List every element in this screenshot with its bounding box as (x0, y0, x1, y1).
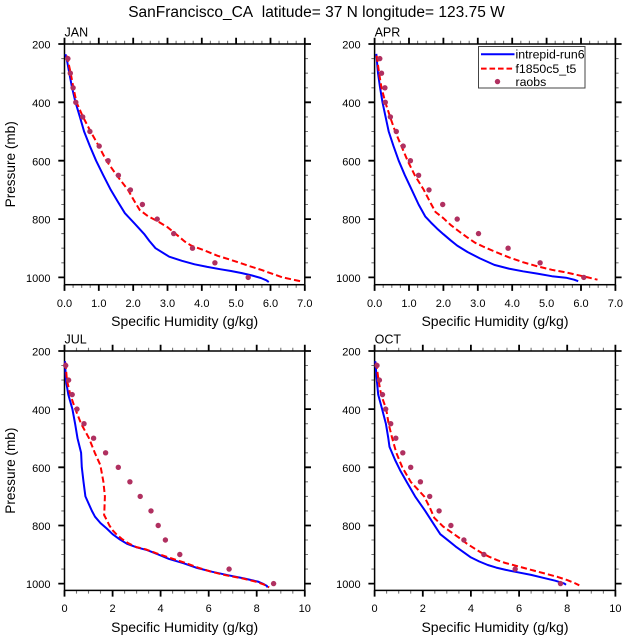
svg-text:SanFrancisco_CA latitude= 37: SanFrancisco_CA latitude= 37 N longitude… (128, 4, 505, 21)
svg-text:3.0: 3.0 (160, 298, 175, 310)
svg-text:200: 200 (32, 40, 50, 52)
svg-text:0.0: 0.0 (57, 298, 72, 310)
svg-text:Specific Humidity (g/kg): Specific Humidity (g/kg) (421, 313, 568, 329)
svg-text:JAN: JAN (65, 26, 89, 40)
svg-text:200: 200 (32, 347, 50, 359)
svg-text:10: 10 (609, 603, 621, 615)
svg-text:Specific Humidity (g/kg): Specific Humidity (g/kg) (421, 619, 568, 635)
svg-text:200: 200 (342, 347, 360, 359)
svg-text:4.0: 4.0 (194, 298, 209, 310)
svg-text:1000: 1000 (336, 579, 360, 591)
svg-text:0: 0 (372, 603, 378, 615)
svg-text:0.0: 0.0 (367, 298, 382, 310)
svg-text:6: 6 (516, 603, 522, 615)
svg-text:1000: 1000 (26, 273, 50, 285)
svg-text:8: 8 (564, 603, 570, 615)
svg-text:600: 600 (32, 156, 50, 168)
svg-text:4: 4 (468, 603, 474, 615)
svg-text:f1850c5_t5: f1850c5_t5 (516, 62, 577, 76)
svg-text:2: 2 (420, 603, 426, 615)
svg-text:APR: APR (375, 26, 401, 40)
svg-text:6: 6 (206, 603, 212, 615)
svg-text:1000: 1000 (26, 579, 50, 591)
svg-text:2.0: 2.0 (126, 298, 141, 310)
svg-text:400: 400 (342, 405, 360, 417)
svg-text:3.0: 3.0 (470, 298, 485, 310)
svg-text:8: 8 (254, 603, 260, 615)
svg-text:Pressure (mb): Pressure (mb) (3, 121, 18, 207)
svg-text:Specific Humidity (g/kg): Specific Humidity (g/kg) (111, 619, 258, 635)
svg-text:1000: 1000 (336, 273, 360, 285)
svg-text:600: 600 (32, 463, 50, 475)
svg-text:2: 2 (109, 603, 115, 615)
svg-text:800: 800 (342, 521, 360, 533)
svg-text:2.0: 2.0 (436, 298, 451, 310)
svg-text:5.0: 5.0 (228, 298, 243, 310)
svg-text:4.0: 4.0 (505, 298, 520, 310)
svg-text:400: 400 (342, 98, 360, 110)
svg-text:0: 0 (61, 603, 67, 615)
svg-text:7.0: 7.0 (608, 298, 623, 310)
svg-text:6.0: 6.0 (263, 298, 278, 310)
svg-text:800: 800 (342, 215, 360, 227)
svg-text:Specific Humidity (g/kg): Specific Humidity (g/kg) (111, 313, 258, 329)
svg-text:1.0: 1.0 (401, 298, 416, 310)
svg-text:800: 800 (32, 215, 50, 227)
svg-text:10: 10 (299, 603, 311, 615)
svg-text:intrepid-run6: intrepid-run6 (516, 48, 585, 62)
svg-text:6.0: 6.0 (573, 298, 588, 310)
svg-text:Pressure (mb): Pressure (mb) (3, 428, 18, 514)
svg-text:200: 200 (342, 40, 360, 52)
svg-text:7.0: 7.0 (297, 298, 312, 310)
svg-text:4: 4 (158, 603, 164, 615)
svg-text:800: 800 (32, 521, 50, 533)
svg-text:1.0: 1.0 (91, 298, 106, 310)
svg-text:600: 600 (342, 156, 360, 168)
svg-text:400: 400 (32, 405, 50, 417)
svg-text:600: 600 (342, 463, 360, 475)
svg-text:5.0: 5.0 (539, 298, 554, 310)
svg-text:400: 400 (32, 98, 50, 110)
svg-text:JUL: JUL (65, 333, 87, 347)
svg-text:OCT: OCT (375, 333, 402, 347)
svg-text:raobs: raobs (516, 75, 547, 89)
